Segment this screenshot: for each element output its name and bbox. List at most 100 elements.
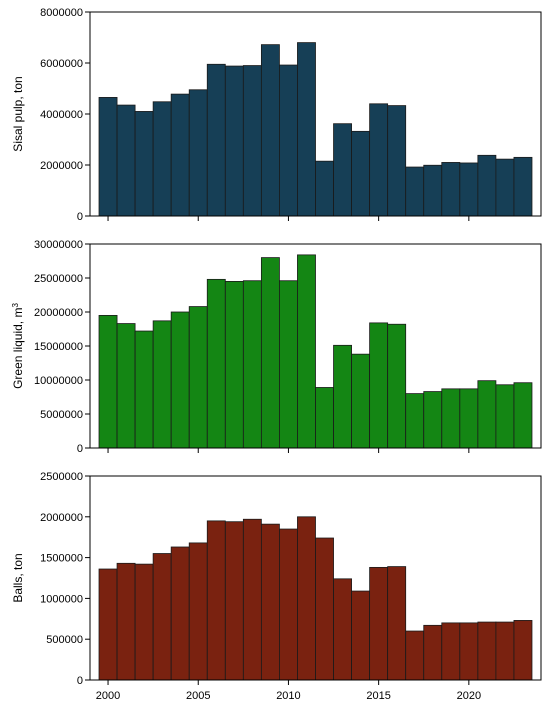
balls-bar-2018	[423, 624, 443, 681]
green-liquid-bar-2007	[224, 280, 244, 449]
green-liquid-ytick-label-3: 15000000	[34, 341, 83, 353]
balls-bar-2019	[441, 622, 461, 681]
balls-bar-2012	[315, 537, 334, 681]
sisal-pulp-bar-2018	[423, 164, 443, 217]
green-liquid-bar-2018	[423, 391, 443, 449]
balls-ytick-label-0: 0	[77, 675, 83, 687]
green-liquid-ytick-label-5: 25000000	[34, 273, 83, 285]
balls-panel: 0 500000 1000000 1500000 2000000 2500000 2000 2…	[11, 471, 542, 702]
green-liquid-bar-2009	[260, 257, 280, 449]
green-liquid-ylabel: Green liquid, m3	[11, 303, 26, 389]
sisal-pulp-ytick-label-2: 4000000	[40, 109, 83, 121]
green-liquid-bar-2019	[441, 388, 461, 449]
balls-bar-2020	[459, 622, 479, 681]
balls-bar-2017	[405, 630, 425, 681]
balls-plot-frame	[89, 475, 542, 681]
green-liquid-bar-2020	[459, 388, 479, 449]
balls-bar-2013	[333, 578, 352, 681]
sisal-pulp-ytick-label-3: 6000000	[40, 58, 83, 70]
green-liquid-bar-2002	[134, 330, 154, 449]
sisal-pulp-bar-2011	[297, 42, 316, 217]
green-liquid-bar-2021	[477, 380, 497, 449]
sisal-pulp-bar-2007	[224, 65, 244, 217]
balls-bar-2000	[98, 568, 118, 681]
balls-bar-2006	[206, 520, 226, 681]
balls-bar-2008	[242, 518, 262, 681]
sisal-pulp-ylabel: Sisal pulp, ton	[11, 76, 25, 151]
green-liquid-ylabel-superscript: 3	[11, 303, 20, 308]
balls-bar-2007	[224, 521, 244, 681]
balls-ytick-label-4: 2000000	[40, 512, 83, 524]
green-liquid-panel: 0 5000000 10000000 15000000 20000000 25000000…	[11, 239, 542, 455]
sisal-pulp-bar-2021	[477, 154, 497, 217]
green-liquid-bar-2022	[495, 384, 515, 449]
sisal-pulp-bar-2008	[242, 65, 262, 217]
sisal-pulp-bar-2016	[387, 105, 407, 217]
sisal-pulp-panel: 0 2000000 4000000 6000000 8000000 Sisal pulp,…	[11, 7, 542, 223]
sisal-pulp-bar-2023	[513, 156, 533, 217]
balls-ylabel: Balls, ton	[11, 553, 25, 602]
sisal-pulp-bar-2013	[333, 123, 352, 217]
green-liquid-bar-2001	[116, 323, 136, 449]
sisal-pulp-ytick-label-1: 2000000	[40, 160, 83, 172]
balls-bar-2015	[369, 566, 389, 681]
sisal-pulp-bar-2003	[152, 101, 172, 217]
green-liquid-ytick-label-2: 10000000	[34, 375, 83, 387]
balls-ytick-label-3: 1500000	[40, 553, 83, 565]
sisal-pulp-bar-2012	[315, 160, 334, 217]
balls-bar-2001	[116, 562, 136, 681]
green-liquid-bar-2012	[315, 387, 334, 449]
green-liquid-bar-2014	[351, 353, 371, 449]
sisal-pulp-bar-2002	[134, 111, 154, 217]
green-liquid-bar-2015	[369, 322, 389, 449]
balls-ytick-label-1: 500000	[46, 634, 83, 646]
balls-bar-2005	[188, 542, 208, 681]
balls-bar-2021	[477, 621, 497, 681]
balls-bar-2002	[134, 563, 154, 681]
green-liquid-bar-2017	[405, 393, 425, 449]
green-liquid-bar-2013	[333, 344, 352, 449]
balls-xtick-label-1: 2005	[186, 690, 210, 702]
sisal-pulp-bar-2019	[441, 162, 461, 217]
balls-bar-2003	[152, 553, 172, 681]
balls-bar-2016	[387, 566, 407, 681]
green-liquid-bar-2011	[297, 254, 316, 449]
green-liquid-bar-2003	[152, 320, 172, 449]
green-liquid-bar-2004	[170, 311, 190, 449]
sisal-pulp-bar-2014	[351, 130, 371, 217]
sisal-pulp-bar-2022	[495, 158, 515, 217]
sisal-pulp-bar-2010	[279, 64, 298, 217]
balls-bar-2022	[495, 621, 515, 681]
balls-bar-2009	[260, 523, 280, 681]
sisal-pulp-ytick-label-4: 8000000	[40, 7, 83, 19]
green-liquid-ytick-label-4: 20000000	[34, 307, 83, 319]
green-liquid-ytick-label-1: 5000000	[40, 409, 83, 421]
balls-bar-2004	[170, 546, 190, 681]
sisal-pulp-bar-2006	[206, 63, 226, 217]
balls-xtick-label-2: 2010	[276, 690, 300, 702]
green-liquid-bar-2005	[188, 306, 208, 449]
balls-xtick-label-3: 2015	[366, 690, 390, 702]
balls-bar-2023	[513, 620, 533, 681]
sisal-pulp-bar-2017	[405, 166, 425, 217]
sisal-pulp-bar-2000	[98, 97, 118, 217]
balls-xtick-label-0: 2000	[96, 690, 120, 702]
balls-xtick-label-4: 2020	[457, 690, 481, 702]
green-liquid-bar-2000	[98, 314, 118, 449]
green-liquid-bar-2023	[513, 382, 533, 449]
green-liquid-bar-2016	[387, 323, 407, 449]
balls-bar-2010	[279, 528, 298, 681]
balls-ytick-label-2: 1000000	[40, 593, 83, 605]
sisal-pulp-bar-2009	[260, 44, 280, 217]
balls-bar-2014	[351, 590, 371, 681]
sisal-pulp-bar-2001	[116, 104, 136, 217]
green-liquid-ytick-label-0: 0	[77, 443, 83, 455]
sisal-pulp-bar-2005	[188, 89, 208, 217]
green-liquid-bar-2010	[279, 280, 298, 449]
sisal-pulp-ytick-label-0: 0	[77, 211, 83, 223]
balls-bar-2011	[297, 516, 316, 681]
sisal-pulp-bar-2020	[459, 162, 479, 217]
sisal-pulp-bar-2004	[170, 93, 190, 217]
green-liquid-bar-2006	[206, 278, 226, 449]
